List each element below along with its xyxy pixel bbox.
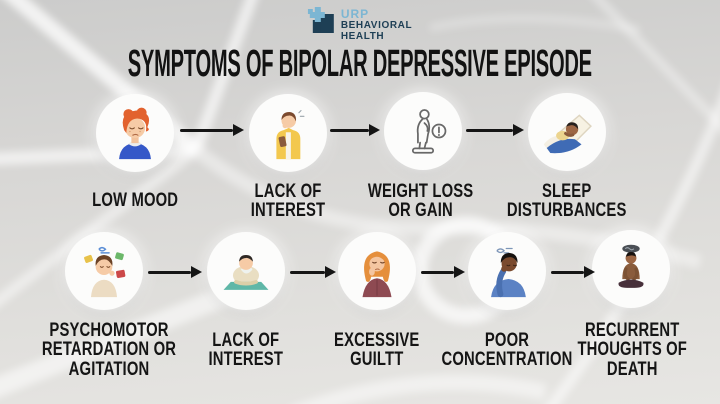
agitated-person-puzzle-pieces-illustration (84, 246, 126, 298)
symptom-label-recurrent-thoughts: RECURRENT THOUGHTS OF DEATH (577, 319, 687, 380)
arrow-right-5 (290, 266, 336, 278)
slumped-person-at-desk-illustration (223, 255, 269, 290)
arrowhead-icon (325, 266, 336, 278)
arrowhead-icon (584, 266, 595, 278)
symptom-circle-psychomotor (65, 232, 143, 310)
arrowhead-icon (369, 124, 380, 136)
urp-logo-icon (307, 7, 334, 33)
arrowhead-icon (454, 266, 465, 278)
kneeling-person-dark-cloud-illustration (618, 244, 644, 288)
page-title: SYMPTOMS OF BIPOLAR DEPRESSIVE EPISODE (127, 43, 593, 85)
symptom-circle-recurrent-thoughts (592, 230, 670, 308)
symptom-label-excessive-guilt: EXCESSIVE GUILTT (334, 329, 420, 370)
arrowhead-icon (191, 266, 202, 278)
arrow-right-2 (330, 124, 380, 136)
logo: URP BEHAVIORAL HEALTH (307, 7, 413, 43)
arrow-right-3 (466, 124, 524, 136)
symptom-label-lack-of-interest-2: LACK OF INTEREST (208, 329, 284, 370)
symptom-circle-weight-loss-or-gain (384, 92, 462, 170)
logo-line2: HEALTH (340, 30, 385, 42)
worried-woman-illustration (362, 251, 392, 298)
symptom-circle-poor-concentration (468, 232, 546, 310)
arrow-right-1 (180, 124, 244, 136)
bored-person-with-phone-illustration (276, 109, 305, 160)
person-in-bed-illustration (543, 114, 592, 154)
arrow-right-6 (421, 266, 465, 278)
symptom-label-weight-loss-or-gain: WEIGHT LOSS OR GAIN (368, 180, 474, 221)
logo-brand-text: URP (340, 7, 370, 21)
symptom-label-psychomotor: PSYCHOMOTOR RETARDATION OR AGITATION (41, 319, 177, 380)
arrow-right-7 (551, 266, 595, 278)
person-on-weighing-scale-illustration (411, 109, 447, 154)
arrowhead-icon (513, 124, 524, 136)
symptom-circle-lack-of-interest-2 (207, 232, 285, 310)
sad-boy-illustration (119, 107, 151, 160)
arrow-right-4 (148, 266, 202, 278)
symptom-circle-lack-of-interest-1 (249, 94, 327, 172)
symptom-label-poor-concentration: POOR CONCENTRATION (441, 329, 573, 370)
confused-person-illustration (491, 247, 526, 298)
symptom-circle-excessive-guilt (338, 232, 416, 310)
logo-line1: BEHAVIORAL (340, 19, 413, 31)
symptom-circle-low-mood (96, 94, 174, 172)
symptom-label-low-mood: LOW MOOD (91, 190, 179, 212)
symptom-label-lack-of-interest-1: LACK OF INTEREST (250, 180, 326, 221)
symptom-circle-sleep-disturbances (528, 93, 606, 171)
arrowhead-icon (233, 124, 244, 136)
symptom-label-sleep-disturbances: SLEEP DISTURBANCES (507, 180, 627, 221)
